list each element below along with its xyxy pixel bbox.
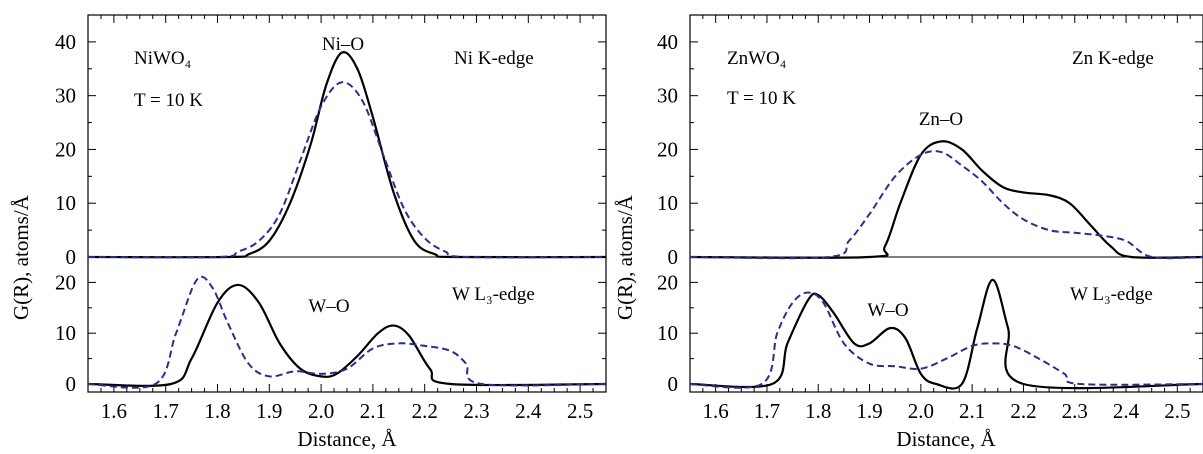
y-tick-label: 40 — [657, 30, 678, 54]
bottom-dashed-curve — [87, 275, 607, 389]
y-axis-label: G(R), atoms/Å — [613, 194, 637, 320]
y-tick-label: 20 — [55, 137, 76, 161]
edge-label-bottom: W L₃-edge — [1070, 284, 1153, 305]
x-tick-label: 2.1 — [360, 399, 386, 423]
x-tick-label: 1.8 — [204, 399, 230, 423]
tick-labels: 1.6 1.7 1.8 1.9 2.0 2.1 2.2 2.3 2.4 2.5 0 10 20 30 40 0… — [657, 30, 1190, 423]
x-tick-label: 1.8 — [805, 399, 831, 423]
bond-label-top: Zn–O — [919, 109, 963, 130]
plot-frame — [87, 14, 607, 393]
x-tick-label: 2.0 — [308, 399, 334, 423]
y-tick-label: 30 — [55, 84, 76, 108]
y-tick-label: 0 — [66, 372, 77, 396]
x-tick-label: 1.7 — [754, 399, 780, 423]
bond-label-bottom: W–O — [867, 300, 908, 321]
temperature-label: T = 10 K — [134, 90, 203, 111]
y-tick-label: 20 — [657, 137, 678, 161]
x-tick-label: 2.4 — [1113, 399, 1140, 423]
x-tick-label: 1.6 — [101, 399, 127, 423]
data-curves — [689, 140, 1203, 390]
top-dashed-curve — [87, 81, 607, 259]
edge-label-top: Zn K-edge — [1072, 48, 1154, 69]
sample-label: ZnWO₄ — [727, 48, 786, 69]
x-tick-label: 2.5 — [567, 399, 593, 423]
y-tick-label: 10 — [55, 191, 76, 215]
y-tick-label: 20 — [55, 270, 76, 294]
tick-marks — [689, 14, 1203, 392]
x-axis-label: Distance, Å — [896, 427, 996, 451]
bottom-dashed-curve — [689, 291, 1203, 389]
bottom-solid-curve — [689, 278, 1203, 390]
top-solid-curve — [689, 140, 1203, 259]
sample-label: NiWO₄ — [134, 48, 191, 69]
y-tick-label: 20 — [657, 270, 678, 294]
edge-label-bottom: W L₃-edge — [452, 284, 535, 305]
y-tick-label: 40 — [55, 30, 76, 54]
y-tick-label: 0 — [668, 372, 679, 396]
y-tick-label: 10 — [55, 321, 76, 345]
x-axis-label: Distance, Å — [297, 427, 397, 451]
x-tick-label: 2.2 — [1010, 399, 1036, 423]
x-tick-label: 1.6 — [703, 399, 729, 423]
x-tick-label: 2.5 — [1164, 399, 1190, 423]
y-axis-label: G(R), atoms/Å — [9, 194, 33, 320]
top-dashed-curve — [689, 150, 1203, 260]
tick-labels: 1.6 1.7 1.8 1.9 2.0 2.1 2.2 2.3 2.4 2.5 0 10 20 30 40 0… — [55, 30, 593, 423]
x-tick-label: 2.3 — [1062, 399, 1088, 423]
bond-label-top: Ni–O — [322, 34, 364, 55]
y-tick-label: 10 — [657, 191, 678, 215]
x-tick-label: 2.0 — [908, 399, 934, 423]
y-tick-label: 0 — [668, 245, 679, 269]
plot-frame — [689, 14, 1203, 393]
chart-panel-niwo4: 1.6 1.7 1.8 1.9 2.0 2.1 2.2 2.3 2.4 2.5 0 10 20 30 40 0… — [9, 14, 607, 451]
bottom-solid-curve — [87, 283, 607, 387]
x-tick-label: 2.4 — [515, 399, 542, 423]
chart-panel-znwo4: 1.6 1.7 1.8 1.9 2.0 2.1 2.2 2.3 2.4 2.5 0 10 20 30 40 0… — [613, 14, 1203, 451]
tick-marks — [87, 14, 607, 392]
x-tick-label: 1.9 — [856, 399, 882, 423]
y-tick-label: 10 — [657, 321, 678, 345]
temperature-label: T = 10 K — [727, 88, 796, 109]
edge-label-top: Ni K-edge — [454, 48, 534, 69]
y-tick-label: 0 — [66, 245, 77, 269]
y-tick-label: 30 — [657, 84, 678, 108]
x-tick-label: 1.9 — [256, 399, 282, 423]
x-tick-label: 2.3 — [463, 399, 489, 423]
bond-label-bottom: W–O — [308, 296, 349, 317]
x-tick-label: 2.1 — [959, 399, 985, 423]
data-curves — [87, 51, 607, 389]
top-solid-curve — [87, 51, 607, 259]
x-tick-label: 1.7 — [153, 399, 179, 423]
x-tick-label: 2.2 — [412, 399, 438, 423]
